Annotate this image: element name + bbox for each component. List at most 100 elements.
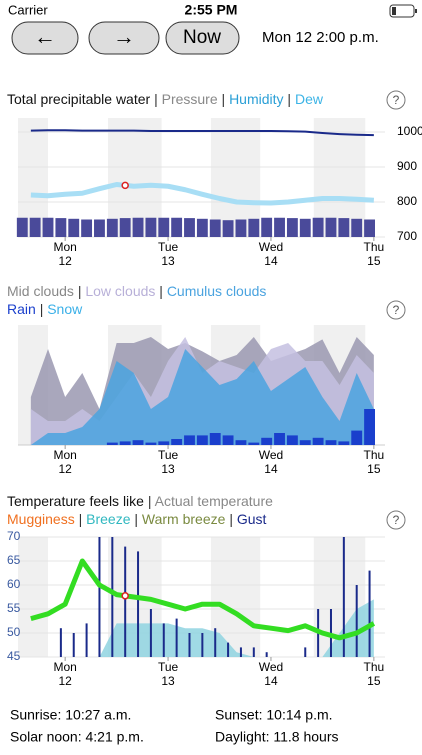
bar	[145, 442, 157, 445]
day-label: Thu	[364, 448, 385, 462]
bar	[94, 219, 105, 237]
bar	[325, 217, 337, 237]
date-label: 14	[264, 254, 278, 268]
bar	[351, 218, 363, 237]
back-label: ←	[34, 24, 56, 49]
day-label: Thu	[364, 240, 385, 254]
bar	[304, 647, 307, 657]
bar	[325, 440, 337, 445]
now-marker	[121, 592, 129, 600]
bar	[196, 435, 208, 445]
bar	[158, 217, 170, 237]
bar	[274, 433, 285, 445]
legend-separator: |	[79, 511, 83, 527]
forward-label: →	[113, 24, 135, 49]
legend-separator: |	[287, 91, 291, 107]
legend-separator: |	[222, 91, 226, 107]
battery	[389, 4, 417, 18]
day-label: Wed	[259, 240, 283, 254]
bar	[85, 623, 88, 657]
bar	[299, 218, 311, 237]
day-label: Mon	[53, 240, 76, 254]
legend-item: Humidity	[229, 91, 283, 107]
date-label: 14	[264, 462, 278, 476]
legend-item: Low clouds	[85, 283, 155, 299]
date-label: 12	[58, 462, 72, 476]
bar	[16, 217, 28, 237]
clock: 2:55 PM	[185, 2, 238, 18]
y-tick-label: 65	[7, 553, 21, 567]
legend: Mid clouds | Low clouds | Cumulus clouds	[7, 283, 266, 299]
bar	[261, 437, 273, 445]
forward-button[interactable]: →	[88, 21, 160, 55]
bar	[364, 409, 375, 445]
legend-item: Pressure	[162, 91, 218, 107]
line	[30, 558, 376, 641]
bar	[209, 219, 221, 237]
bar	[214, 628, 217, 657]
legend-item: Snow	[47, 301, 83, 317]
bar	[274, 217, 285, 237]
day-label: Mon	[53, 660, 76, 674]
bar	[81, 219, 93, 237]
legend: Total precipitable water | Pressure | Hu…	[7, 91, 324, 107]
legend-item: Actual temperature	[155, 493, 273, 509]
legend-item: Mid clouds	[7, 283, 74, 299]
now-label: Now	[183, 27, 221, 48]
legend-item: Gust	[237, 511, 267, 527]
y-tick-label: 800	[397, 194, 417, 208]
bar	[184, 435, 195, 445]
bar	[145, 217, 157, 237]
sun-info: Sunset: 10:14 p.m.	[215, 707, 333, 723]
help-button[interactable]	[386, 90, 406, 110]
date-label: 13	[161, 674, 175, 688]
day-label: Tue	[158, 448, 179, 462]
sun-info: Solar noon: 4:21 p.m.	[10, 729, 144, 745]
legend-separator: |	[148, 493, 152, 509]
night-band	[18, 118, 49, 237]
date-label: 13	[161, 462, 175, 476]
night-band	[210, 118, 261, 237]
y-tick-label: 900	[397, 159, 417, 173]
bar	[175, 618, 178, 657]
bar	[124, 546, 127, 657]
bar	[235, 440, 247, 445]
date-label: 14	[264, 674, 278, 688]
legend-item: Breeze	[86, 511, 131, 527]
y-tick-label: 700	[397, 229, 417, 243]
help-button[interactable]	[386, 510, 406, 530]
bar	[312, 437, 324, 445]
area	[30, 349, 374, 445]
bar	[171, 439, 183, 445]
bar	[158, 441, 170, 445]
bar	[252, 647, 255, 657]
bar	[72, 633, 75, 657]
bar	[98, 537, 101, 657]
bar	[162, 623, 165, 657]
day-label: Wed	[259, 660, 283, 674]
night-band	[108, 118, 162, 237]
line	[30, 182, 375, 206]
area	[30, 599, 374, 657]
bar	[188, 633, 191, 657]
current-datetime: Mon 12 2:00 p.m.	[262, 29, 379, 46]
now-button[interactable]: Now	[165, 21, 240, 55]
bar	[68, 218, 80, 237]
bar	[42, 217, 54, 237]
day-label: Wed	[259, 448, 283, 462]
bar	[248, 218, 260, 237]
bar	[111, 537, 114, 657]
now-marker	[121, 181, 129, 190]
date-label: 15	[367, 462, 381, 476]
y-tick-label: 55	[7, 601, 21, 615]
legend-item: Total precipitable water	[7, 91, 151, 107]
legend-separator: |	[134, 511, 138, 527]
help-button[interactable]	[386, 300, 406, 320]
bar	[132, 440, 144, 445]
bar	[59, 628, 62, 657]
legend-item: Dew	[295, 91, 324, 107]
back-button[interactable]: ←	[11, 21, 79, 55]
night-band	[18, 537, 49, 657]
